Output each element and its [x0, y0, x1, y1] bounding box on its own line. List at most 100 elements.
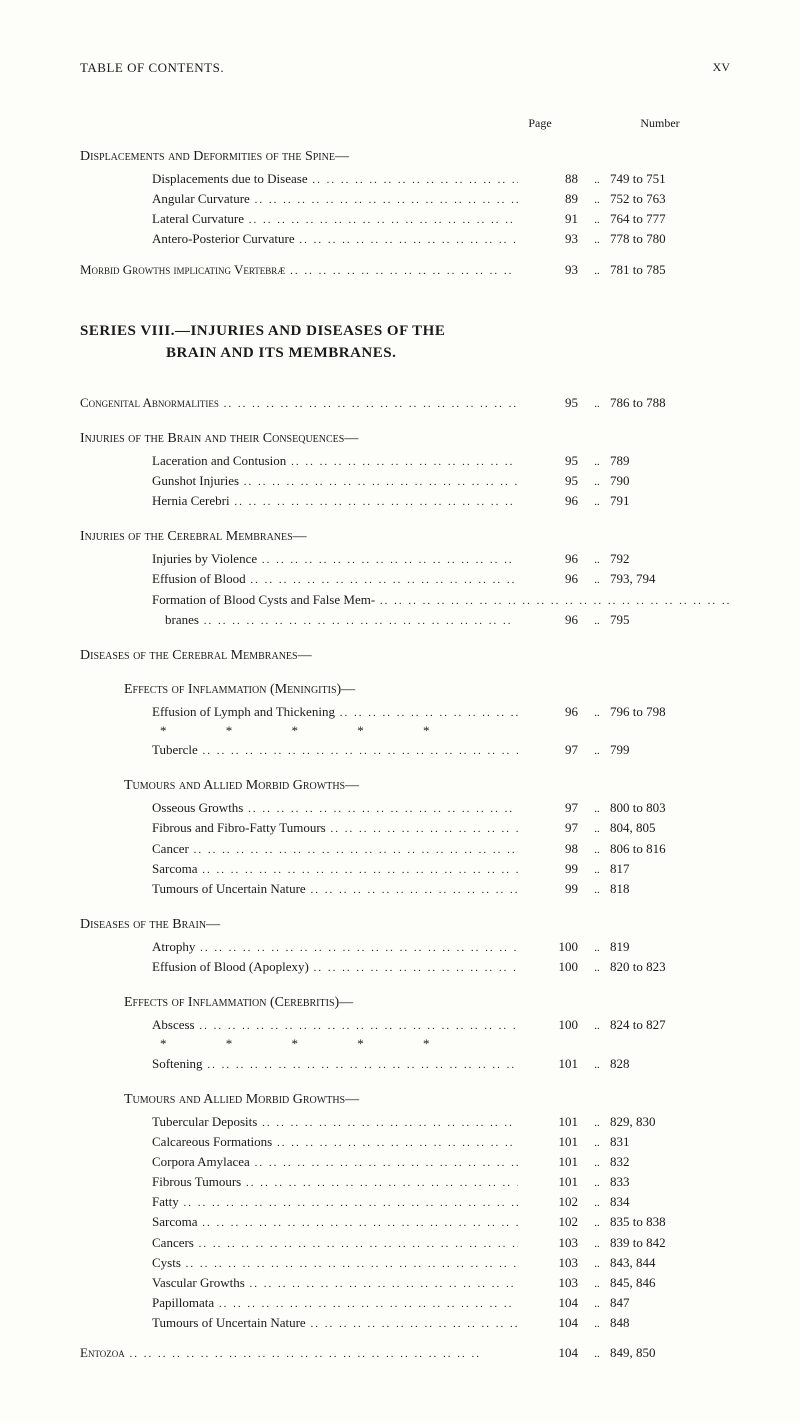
- row-page: 100: [518, 937, 584, 957]
- row-label: Entozoa: [80, 1343, 518, 1363]
- row-page: 104: [518, 1313, 584, 1333]
- toc-row: Injuries by Violence 96 .. 792: [80, 549, 730, 569]
- toc-row: Antero-Posterior Curvature 93 .. 778 to …: [80, 229, 730, 249]
- row-label: Effusion of Blood (Apoplexy): [80, 957, 518, 977]
- row-label: Effusion of Blood: [80, 569, 518, 589]
- row-label: Abscess: [80, 1015, 518, 1035]
- row-num: 789: [610, 451, 730, 471]
- row-sep: ..: [584, 454, 610, 471]
- row-num: 799: [610, 740, 730, 760]
- row-num: 835 to 838: [610, 1212, 730, 1232]
- row-sep: ..: [584, 212, 610, 229]
- page-header: TABLE OF CONTENTS. XV: [80, 60, 730, 76]
- row-label: Sarcoma: [80, 1212, 518, 1232]
- toc-row: Cysts 103 .. 843, 844: [80, 1253, 730, 1273]
- toc-row: Sarcoma 102 .. 835 to 838: [80, 1212, 730, 1232]
- row-num: 820 to 823: [610, 957, 730, 977]
- toc-row: Cancer 98 .. 806 to 816: [80, 839, 730, 859]
- row-num: 791: [610, 491, 730, 511]
- toc-row: Gunshot Injuries 95 .. 790: [80, 471, 730, 491]
- toc-row: Morbid Growths implicating Vertebræ 93 .…: [80, 260, 730, 280]
- row-page: 101: [518, 1054, 584, 1074]
- row-page: 104: [518, 1293, 584, 1313]
- row-sep: ..: [584, 1236, 610, 1253]
- row-sep: ..: [584, 862, 610, 879]
- row-num: 792: [610, 549, 730, 569]
- row-label: Formation of Blood Cysts and False Mem-: [80, 590, 731, 610]
- row-label: Sarcoma: [80, 859, 518, 879]
- row-page: 101: [518, 1172, 584, 1192]
- row-page: 96: [518, 549, 584, 569]
- toc-row: Tumours of Uncertain Nature 104 .. 848: [80, 1313, 730, 1333]
- row-label: Papillomata: [80, 1293, 518, 1313]
- toc-row: Formation of Blood Cysts and False Mem-: [80, 590, 730, 610]
- row-page: 96: [518, 491, 584, 511]
- row-sep: ..: [584, 743, 610, 760]
- toc-row: Effusion of Blood (Apoplexy) 100 .. 820 …: [80, 957, 730, 977]
- toc-row: Vascular Growths 103 .. 845, 846: [80, 1273, 730, 1293]
- row-label: Antero-Posterior Curvature: [80, 229, 518, 249]
- row-sep: ..: [584, 1195, 610, 1212]
- row-label: Congenital Abnormalities: [80, 393, 518, 413]
- row-num: 778 to 780: [610, 229, 730, 249]
- row-num: 752 to 763: [610, 189, 730, 209]
- row-page: 103: [518, 1233, 584, 1253]
- toc-row: Effusion of Lymph and Thickening 96 .. 7…: [80, 702, 730, 722]
- row-sep: ..: [584, 263, 610, 280]
- star-divider: * * * * *: [80, 1035, 730, 1053]
- row-label: Gunshot Injuries: [80, 471, 518, 491]
- row-page: 99: [518, 859, 584, 879]
- row-num: 847: [610, 1293, 730, 1313]
- row-page: 104: [518, 1343, 584, 1363]
- row-label: Tubercle: [80, 740, 518, 760]
- row-label: Angular Curvature: [80, 189, 518, 209]
- row-sep: ..: [584, 1276, 610, 1293]
- row-sep: ..: [584, 1256, 610, 1273]
- star-divider: * * * * *: [80, 722, 730, 740]
- series-title: SERIES VIII.—INJURIES AND DISEASES OF TH…: [80, 320, 730, 365]
- row-num: 786 to 788: [610, 393, 730, 413]
- row-num: 795: [610, 610, 730, 630]
- row-sep: ..: [584, 474, 610, 491]
- row-sep: ..: [584, 494, 610, 511]
- toc-row: Softening 101 .. 828: [80, 1054, 730, 1074]
- row-page: 95: [518, 451, 584, 471]
- row-label: Cysts: [80, 1253, 518, 1273]
- row-sep: ..: [584, 192, 610, 209]
- section-heading: Diseases of the Cerebral Membranes—: [80, 648, 730, 664]
- row-num: 839 to 842: [610, 1233, 730, 1253]
- sub-heading: Effects of Inflammation (Cerebritis)—: [80, 995, 730, 1011]
- toc-row: Sarcoma 99 .. 817: [80, 859, 730, 879]
- toc-row: Tubercle 97 .. 799: [80, 740, 730, 760]
- row-num: 790: [610, 471, 730, 491]
- row-sep: ..: [584, 1057, 610, 1074]
- row-label: Calcareous Formations: [80, 1132, 518, 1152]
- toc-row: Tubercular Deposits 101 .. 829, 830: [80, 1112, 730, 1132]
- row-label: Fibrous Tumours: [80, 1172, 518, 1192]
- row-label: Laceration and Contusion: [80, 451, 518, 471]
- row-sep: ..: [584, 705, 610, 722]
- row-page: 99: [518, 879, 584, 899]
- toc-row: Calcareous Formations 101 .. 831: [80, 1132, 730, 1152]
- sub-heading: Tumours and Allied Morbid Growths—: [80, 1092, 730, 1108]
- toc-row: Lateral Curvature 91 .. 764 to 777: [80, 209, 730, 229]
- row-num: 843, 844: [610, 1253, 730, 1273]
- row-page: 96: [518, 569, 584, 589]
- section-heading: Injuries of the Cerebral Membranes—: [80, 529, 730, 545]
- row-sep: ..: [584, 1018, 610, 1035]
- row-label: Tubercular Deposits: [80, 1112, 518, 1132]
- toc-row: Congenital Abnormalities 95 .. 786 to 78…: [80, 393, 730, 413]
- row-num: 749 to 751: [610, 169, 730, 189]
- header-page-numeral: XV: [713, 60, 730, 76]
- row-page: 98: [518, 839, 584, 859]
- row-num: 806 to 816: [610, 839, 730, 859]
- row-num: 833: [610, 1172, 730, 1192]
- row-page: 93: [518, 260, 584, 280]
- row-sep: ..: [584, 1215, 610, 1232]
- toc-row: Tumours of Uncertain Nature 99 .. 818: [80, 879, 730, 899]
- row-page: 96: [518, 702, 584, 722]
- row-sep: ..: [584, 396, 610, 413]
- row-sep: ..: [584, 801, 610, 818]
- row-label: Tumours of Uncertain Nature: [80, 1313, 518, 1333]
- row-num: 832: [610, 1152, 730, 1172]
